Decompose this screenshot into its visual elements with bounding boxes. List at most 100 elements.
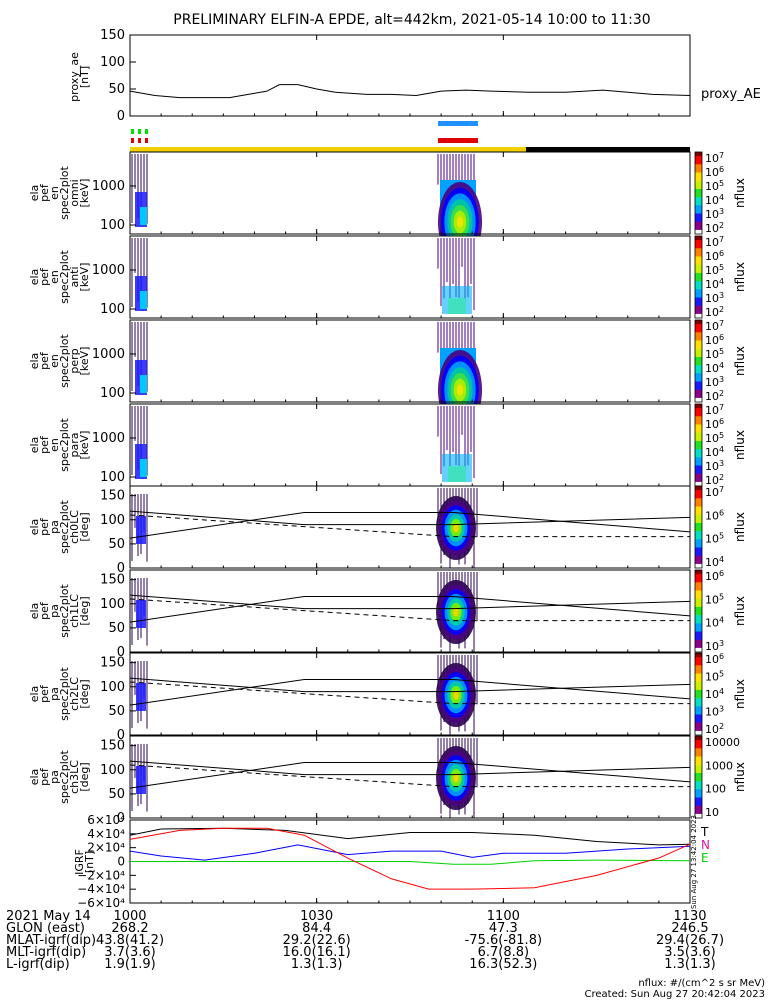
- colorbar-segment: [695, 516, 702, 520]
- colorbar-segment: [695, 197, 702, 200]
- colorbar-label-text: nflux: [733, 762, 747, 792]
- y-tick-label: 0: [117, 811, 125, 826]
- y-tick-label: 100: [100, 218, 125, 233]
- colorbar-segment: [695, 722, 702, 726]
- colorbar-tick-label: 10000: [705, 736, 740, 749]
- colorbar-segment: [695, 266, 702, 270]
- colorbar-segment: [695, 619, 702, 622]
- colorbar-segment: [695, 354, 702, 358]
- colorbar-segment: [695, 348, 702, 352]
- y-axis-label-line: en: [48, 270, 61, 284]
- y-tick-label: 100: [100, 597, 125, 612]
- spectrogram-blob: [453, 773, 459, 783]
- science-marker: [145, 138, 148, 143]
- colorbar-segment: [695, 659, 702, 662]
- colorbar-label-text: nflux: [733, 178, 747, 208]
- colorbar-segment: [695, 281, 702, 284]
- y-axis-label-line: ch2LC: [68, 677, 81, 711]
- colorbar-segment: [695, 324, 702, 327]
- colorbar-segment: [695, 309, 702, 313]
- spectrogram-block: [140, 207, 147, 225]
- footer-value: 84.4: [302, 921, 332, 936]
- colorbar-segment: [695, 590, 702, 594]
- colorbar-segment: [695, 563, 702, 567]
- colorbar-segment: [695, 543, 702, 546]
- colorbar-segment: [695, 518, 702, 522]
- colorbar-segment: [695, 379, 702, 382]
- colorbar-segment: [695, 500, 702, 503]
- colorbar-segment: [695, 588, 702, 591]
- y-tick-label: 100: [100, 763, 125, 778]
- loss-cone-line: [129, 594, 691, 610]
- anti-loss-cone-line: [129, 598, 690, 622]
- colorbar-segment: [695, 436, 702, 440]
- colorbar-segment: [695, 764, 702, 768]
- y-axis-label-line: pef: [38, 351, 51, 370]
- colorbar-segment: [695, 301, 702, 305]
- colorbar-segment: [695, 777, 702, 780]
- colorbar-frame: [694, 652, 703, 736]
- colorbar-segment: [695, 594, 702, 598]
- footer-value: 1.9(1.9): [104, 957, 156, 972]
- colorbar-segment: [695, 182, 702, 186]
- igrf-line: [129, 844, 691, 861]
- colorbar-segment: [695, 422, 702, 425]
- colorbar-segment: [695, 201, 702, 204]
- colorbar-segment: [695, 322, 702, 325]
- colorbar-segment: [695, 608, 702, 612]
- colorbar-segment: [695, 174, 702, 178]
- panel-background: [130, 236, 690, 318]
- colorbar-segment: [695, 657, 702, 660]
- y-axis-label-line: ela: [28, 185, 41, 202]
- colorbar-segment: [695, 434, 702, 438]
- colorbar-segment: [695, 334, 702, 337]
- colorbar-segment: [695, 750, 702, 753]
- colorbar-segment: [695, 408, 702, 411]
- colorbar-segment: [695, 299, 702, 303]
- y-axis-label-line: ch3LC: [68, 760, 81, 794]
- colorbar-segment: [695, 559, 702, 563]
- panel-background: [130, 320, 690, 402]
- footer-row-label: GLON (east): [6, 921, 85, 936]
- y-tick-label: 150: [100, 739, 125, 754]
- colorbar-label: nflux: [733, 596, 747, 626]
- spectrogram-blob: [456, 384, 464, 396]
- colorbar-tick-label: 107: [705, 403, 724, 417]
- y-axis-label-line: ela: [28, 269, 41, 286]
- colorbar-segment: [695, 582, 702, 585]
- colorbar-segment: [695, 578, 702, 581]
- colorbar-segment: [695, 606, 702, 610]
- y-tick-label: −2×10⁴: [77, 868, 125, 882]
- colorbar-segment: [695, 164, 702, 167]
- colorbar-segment: [695, 531, 702, 534]
- y-axis-label-line: ela: [28, 686, 41, 703]
- colorbar-tick-label: 103: [705, 207, 724, 221]
- colorbar-segment: [695, 488, 702, 491]
- y-axis-label-line: pef: [38, 767, 51, 786]
- colorbar-segment: [695, 714, 702, 718]
- footer-value: 16.0(16.1): [282, 945, 351, 960]
- colorbar-segment: [695, 570, 702, 573]
- igrf-line: [129, 827, 691, 846]
- footer-value: 16.3(52.3): [469, 957, 538, 972]
- colorbar-segment: [695, 510, 702, 514]
- colorbar-segment: [695, 258, 702, 262]
- y-tick-label: 100: [100, 302, 125, 317]
- colorbar-segment: [695, 504, 702, 507]
- y-axis-label-line: anti: [68, 266, 81, 287]
- colorbar-segment: [695, 572, 702, 575]
- colorbar-segment: [695, 320, 702, 323]
- colorbar-segment: [695, 277, 702, 280]
- panel-en_para: 1000100elapefenspec2plotpara[keV]1071061…: [28, 403, 747, 487]
- colorbar-tick-label: 107: [705, 319, 724, 333]
- igrf-legend-label: T: [700, 825, 709, 839]
- side-note-text: Sun Aug 27 13:42:04 2023: [690, 815, 698, 909]
- y-tick-label: 100: [100, 513, 125, 528]
- y-axis-label-line: spec2plot: [58, 750, 71, 804]
- colorbar-segment: [695, 754, 702, 757]
- y-axis-label-line: en: [48, 438, 61, 452]
- footer-value: 246.5: [671, 921, 709, 936]
